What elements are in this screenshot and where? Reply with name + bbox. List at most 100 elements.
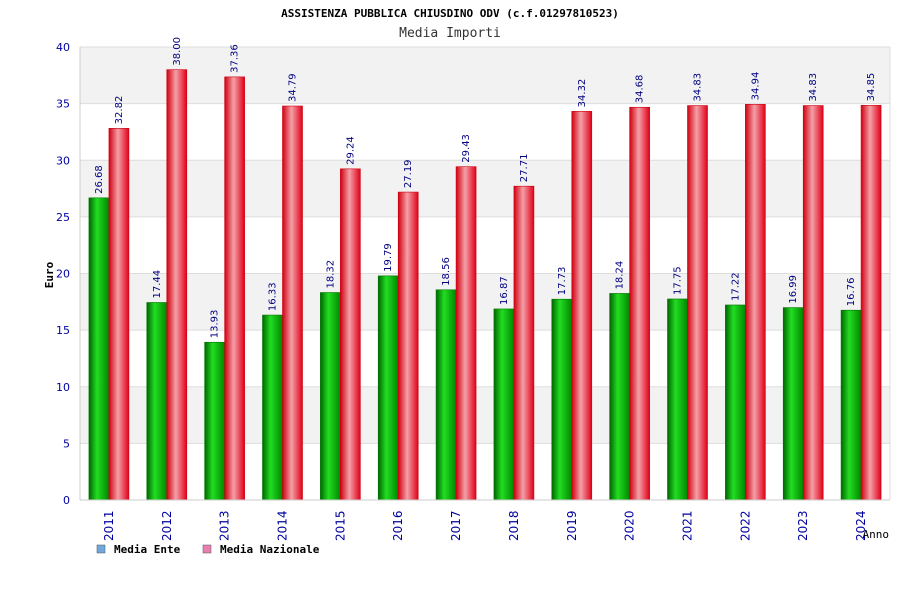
bar-nazionale [108, 128, 130, 501]
data-label: 16.87 [499, 276, 510, 305]
bar-ente [551, 298, 573, 501]
x-tick-label: 2015 [333, 510, 347, 541]
bar-ente [88, 197, 110, 501]
data-label: 34.32 [577, 79, 588, 108]
x-tick-label: 2018 [507, 510, 521, 541]
bar-ente [262, 314, 283, 501]
x-tick-label: 2017 [449, 510, 463, 541]
data-label: 17.44 [152, 270, 163, 299]
data-label: 18.24 [615, 261, 626, 290]
y-tick-label: 30 [56, 154, 70, 167]
x-tick-label: 2013 [218, 510, 232, 541]
bar-nazionale [166, 69, 188, 501]
data-label: 38.00 [172, 37, 183, 66]
x-tick-labels: 2011 2012 2013 2014 2015 2016 2017 2018 2019 2020… [102, 510, 868, 541]
data-label: 13.93 [210, 310, 221, 339]
bar-nazionale [629, 106, 650, 501]
bar-nazionale [860, 105, 882, 501]
y-tick-label: 10 [56, 381, 70, 394]
data-label: 17.75 [673, 266, 684, 295]
grid-band [80, 273, 890, 331]
x-tick-label: 2021 [681, 510, 695, 541]
bar-ente [725, 304, 746, 501]
bar-ente [204, 341, 225, 501]
bar-nazionale [802, 105, 824, 501]
bars [88, 69, 882, 501]
bar-ente [840, 309, 862, 501]
chart-title: ASSISTENZA PUBBLICA CHIUSDINO ODV (c.f.0… [281, 7, 619, 20]
data-label: 34.68 [635, 75, 646, 104]
bar-ente [435, 289, 457, 501]
x-tick-label: 2023 [796, 510, 810, 541]
data-label: 27.71 [519, 154, 530, 183]
x-tick-label: 2020 [623, 510, 637, 541]
y-tick-labels: 0 5 10 15 20 25 30 35 40 [56, 41, 70, 507]
data-label: 34.94 [750, 72, 761, 101]
bar-nazionale [224, 76, 245, 501]
legend-item: Media Ente [114, 543, 181, 556]
bar-nazionale [397, 191, 419, 501]
bar-ente [667, 298, 688, 501]
data-label: 16.76 [846, 278, 857, 307]
grid-band [80, 160, 890, 217]
x-tick-label: 2016 [391, 510, 405, 541]
bar-nazionale [687, 105, 708, 501]
bar-ente [146, 302, 168, 501]
y-tick-label: 15 [56, 324, 70, 337]
legend-swatch [202, 544, 212, 554]
data-label: 27.19 [403, 159, 414, 188]
data-labels: 26.68 32.82 17.44 38.00 13.93 37.36 16.33 34.79… [94, 37, 877, 338]
y-tick-label: 25 [56, 211, 70, 224]
data-label: 29.24 [345, 136, 356, 165]
data-label: 34.83 [808, 73, 819, 102]
grid-band [80, 386, 890, 444]
grid-band [80, 443, 890, 500]
y-tick-label: 20 [56, 268, 70, 281]
x-tick-label: 2022 [738, 510, 752, 541]
y-axis-label: Euro [43, 261, 56, 288]
data-label: 18.32 [325, 260, 336, 289]
y-tick-label: 5 [63, 437, 70, 450]
x-tick-label: 2019 [565, 510, 579, 541]
data-label: 18.56 [441, 257, 452, 286]
data-label: 16.99 [788, 275, 799, 304]
x-tick-label: 2012 [160, 510, 174, 541]
bar-nazionale [571, 111, 593, 501]
legend-item: Media Nazionale [220, 543, 320, 556]
grid-band [80, 216, 890, 274]
axes [79, 47, 891, 501]
chart-subtitle: Media Importi [399, 26, 501, 41]
y-tick-label: 40 [56, 41, 70, 54]
legend-swatch [96, 544, 106, 554]
data-label: 32.82 [114, 96, 125, 125]
x-tick-label: 2014 [276, 510, 290, 541]
data-label: 16.33 [268, 282, 279, 311]
data-label: 17.22 [730, 272, 741, 301]
bar-nazionale [340, 168, 361, 501]
data-label: 37.36 [230, 44, 241, 73]
legend: Media Ente Media Nazionale [96, 543, 320, 556]
bar-ente [320, 292, 341, 501]
x-axis-label: Anno [863, 528, 890, 541]
bar-nazionale [282, 105, 303, 501]
bar-ente [609, 293, 630, 501]
y-tick-label: 35 [56, 98, 70, 111]
x-tick-label: 2024 [854, 510, 868, 541]
grid-band [80, 103, 890, 161]
data-label: 34.85 [866, 73, 877, 102]
bar-ente [377, 275, 399, 501]
grid-band [80, 47, 890, 104]
bar-ente [782, 307, 804, 501]
data-label: 17.73 [557, 267, 568, 296]
data-label: 19.79 [383, 243, 394, 272]
bar-nazionale [745, 104, 766, 501]
data-label: 34.83 [693, 73, 704, 102]
data-label: 34.79 [288, 73, 299, 102]
x-tick-label: 2011 [102, 510, 116, 541]
grid-band [80, 330, 890, 387]
bar-ente [493, 308, 515, 501]
data-label: 29.43 [461, 134, 472, 163]
bar-nazionale [455, 166, 477, 501]
data-label: 26.68 [94, 165, 105, 194]
